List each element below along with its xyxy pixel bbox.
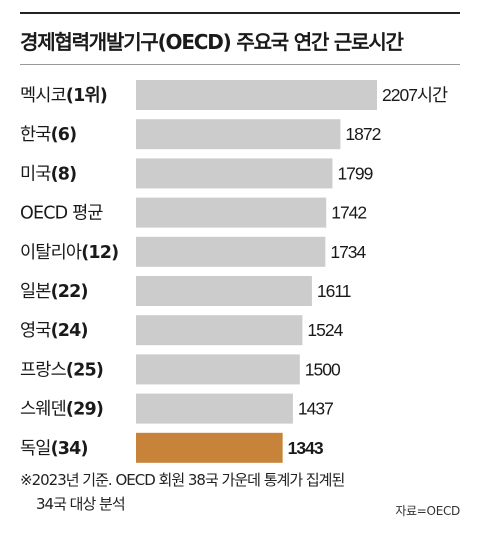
value-label-4: 1734 bbox=[330, 242, 366, 262]
category-label-2: 미국(8) bbox=[20, 164, 76, 184]
category-label-0: 멕시코(1위) bbox=[20, 86, 107, 106]
category-label-5: 일본(22) bbox=[20, 282, 88, 302]
category-rank-9: (34) bbox=[51, 439, 88, 459]
value-label-0: 2207시간 bbox=[382, 85, 448, 105]
category-label-1: 한국(6) bbox=[20, 125, 76, 145]
footnote-line-1: ※2023년 기준. OECD 회원 38국 가운데 통계가 집계된 bbox=[20, 471, 345, 489]
category-rank-7: (25) bbox=[66, 360, 103, 380]
category-label-7: 프랑스(25) bbox=[20, 360, 103, 380]
value-label-3: 1742 bbox=[331, 203, 366, 223]
value-label-1: 1872 bbox=[345, 124, 380, 144]
category-name-5: 일본 bbox=[20, 282, 51, 302]
category-rank-2: (8) bbox=[51, 164, 77, 184]
bar-6 bbox=[136, 315, 303, 346]
category-rank-4: (12) bbox=[81, 243, 118, 263]
footnote: ※2023년 기준. OECD 회원 38국 가운데 통계가 집계된 34국 대… bbox=[20, 468, 345, 516]
bar-5 bbox=[136, 276, 312, 306]
bar-7 bbox=[136, 354, 300, 385]
footnote-line-2: 34국 대상 분석 bbox=[36, 495, 126, 513]
category-rank-6: (24) bbox=[51, 321, 88, 341]
category-label-3: OECD 평균 bbox=[20, 204, 103, 224]
category-label-9: 독일(34) bbox=[20, 439, 88, 459]
category-label-4: 이탈리아(12) bbox=[20, 243, 118, 263]
bar-2 bbox=[136, 158, 333, 189]
top-rule bbox=[20, 12, 460, 14]
category-rank-1: (6) bbox=[51, 125, 77, 145]
category-rank-5: (22) bbox=[51, 282, 88, 302]
category-name-2: 미국 bbox=[20, 164, 51, 184]
bar-1 bbox=[136, 119, 341, 150]
category-rank-8: (29) bbox=[66, 400, 103, 420]
category-name-3: OECD 평균 bbox=[20, 204, 103, 224]
bar-8 bbox=[136, 393, 293, 424]
value-label-6: 1524 bbox=[307, 320, 343, 340]
bar-3 bbox=[136, 197, 327, 228]
bar-4 bbox=[136, 236, 326, 267]
value-label-5: 1611 bbox=[317, 281, 351, 301]
value-label-2: 1799 bbox=[337, 163, 372, 183]
bar-0 bbox=[136, 80, 377, 110]
value-label-9: 1343 bbox=[288, 438, 324, 458]
category-name-4: 이탈리아 bbox=[20, 243, 82, 263]
category-label-6: 영국(24) bbox=[20, 321, 88, 341]
category-label-8: 스웨덴(29) bbox=[20, 400, 103, 420]
category-name-6: 영국 bbox=[20, 321, 51, 341]
value-label-7: 1500 bbox=[305, 359, 341, 379]
title-rule bbox=[20, 64, 460, 65]
category-name-9: 독일 bbox=[20, 439, 51, 459]
category-name-0: 멕시코 bbox=[20, 86, 67, 106]
bar-9 bbox=[136, 432, 283, 463]
value-label-8: 1437 bbox=[298, 399, 333, 419]
category-name-7: 프랑스 bbox=[20, 360, 67, 380]
category-name-1: 한국 bbox=[20, 125, 51, 145]
category-rank-0: (1위) bbox=[66, 86, 107, 106]
chart-title: 경제협력개발기구(OECD) 주요국 연간 근로시간 bbox=[20, 30, 404, 54]
source-credit: 자료=OECD bbox=[395, 504, 460, 518]
category-name-8: 스웨덴 bbox=[20, 400, 66, 420]
